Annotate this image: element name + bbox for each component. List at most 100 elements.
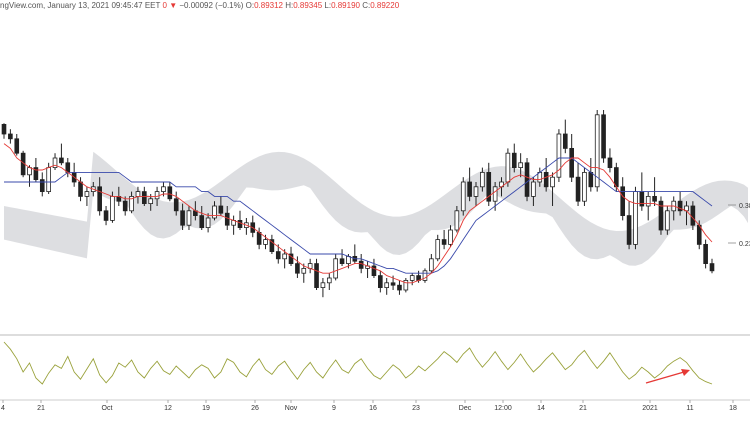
x-tick-label: 11	[686, 405, 693, 412]
candle-body	[263, 239, 268, 245]
x-tick-label: Dec	[459, 405, 472, 412]
candle-body	[422, 270, 428, 281]
candle-body	[709, 263, 715, 272]
candle-body	[148, 198, 154, 205]
candle-body	[84, 191, 90, 197]
candle-body	[59, 157, 64, 164]
candle-body	[288, 253, 294, 265]
x-tick-label: 12:00	[494, 405, 512, 412]
candle-body	[122, 200, 128, 212]
x-tick-label: Nov	[285, 405, 298, 412]
candle-body	[8, 133, 13, 140]
time-axis-bg	[0, 400, 750, 430]
candle-body	[103, 210, 109, 221]
x-tick-label: 16	[369, 405, 377, 412]
change-arrow-icon: ▼	[169, 1, 178, 10]
candle-body	[429, 258, 434, 272]
candle-body	[135, 191, 141, 197]
candle-body	[633, 191, 638, 245]
candle-body	[601, 114, 606, 159]
candle-body	[46, 167, 51, 193]
candle-body	[27, 167, 32, 176]
low-label: L:	[324, 1, 332, 10]
candle-body	[575, 176, 581, 202]
candle-body	[14, 138, 20, 154]
candle-body	[218, 205, 224, 214]
candle-body	[212, 205, 217, 219]
candle-body	[97, 186, 102, 212]
candle-body	[314, 263, 319, 289]
candle-body	[346, 255, 351, 264]
candle-body	[518, 162, 523, 169]
candle-body	[154, 191, 160, 200]
candle-body	[626, 215, 632, 245]
ichimoku-cloud	[4, 151, 748, 266]
candle-body	[256, 231, 262, 245]
candle-body	[409, 275, 415, 281]
candle-body	[505, 152, 511, 183]
candle-body	[607, 157, 613, 168]
candle-body	[378, 275, 383, 289]
candle-body	[524, 162, 530, 197]
candle-body	[511, 152, 517, 168]
candle-body	[237, 219, 243, 228]
candle-body	[690, 205, 696, 226]
candle-body	[301, 267, 307, 274]
candle-body	[205, 217, 211, 228]
candle-body	[620, 186, 626, 217]
candle-body	[588, 171, 594, 188]
open-value: 0.89312	[254, 1, 283, 10]
oscillator-line	[3, 341, 713, 385]
x-tick-label: 2021	[642, 405, 658, 412]
change-text: −0.00092 (−0.1%)	[179, 1, 244, 10]
candle-body	[33, 167, 39, 181]
candle-body	[358, 260, 364, 269]
candle-body	[677, 200, 683, 212]
candle-body	[275, 251, 281, 260]
candle-body	[658, 200, 664, 231]
candle-body	[562, 133, 568, 149]
candle-body	[390, 282, 396, 286]
candle-body	[441, 239, 447, 245]
price-label: 0.23	[739, 241, 750, 248]
price-label: 0.38	[739, 203, 750, 210]
close-label: C:	[362, 1, 371, 10]
x-tick-label: 21	[37, 405, 45, 412]
candle-body	[480, 171, 485, 188]
candle-body	[371, 265, 377, 277]
candle-body	[467, 181, 472, 197]
x-tick-label: 26	[251, 405, 259, 412]
x-tick-label: Oct	[102, 405, 113, 412]
candle-body	[186, 210, 192, 226]
last-prefix: 0	[162, 1, 167, 10]
candle-body	[39, 179, 45, 193]
candle-body	[556, 133, 562, 178]
candle-body	[486, 171, 492, 202]
open-label: O:	[245, 1, 255, 10]
candle-body	[161, 186, 166, 193]
low-value: 0.89190	[331, 1, 360, 10]
candle-body	[269, 239, 275, 253]
candle-body	[333, 258, 338, 279]
candle-body	[339, 258, 345, 264]
candle-body	[569, 147, 574, 178]
candle-body	[180, 210, 185, 226]
candle-body	[167, 186, 173, 200]
candle-body	[594, 114, 600, 188]
candle-body	[492, 186, 498, 202]
candle-body	[384, 282, 390, 288]
kijun-sen-line	[4, 157, 713, 274]
candle-body	[543, 171, 549, 188]
candle-body	[110, 195, 115, 221]
candle-body	[1, 124, 7, 135]
tenkan-sen-line	[3, 143, 713, 284]
x-tick-label: 19	[202, 405, 210, 412]
x-tick-label: 23	[412, 405, 420, 412]
x-tick-label: 21	[579, 405, 587, 412]
candle-body	[142, 191, 147, 205]
x-tick-label: 9	[332, 405, 336, 412]
candle-body	[454, 210, 460, 231]
candle-body	[199, 215, 205, 229]
